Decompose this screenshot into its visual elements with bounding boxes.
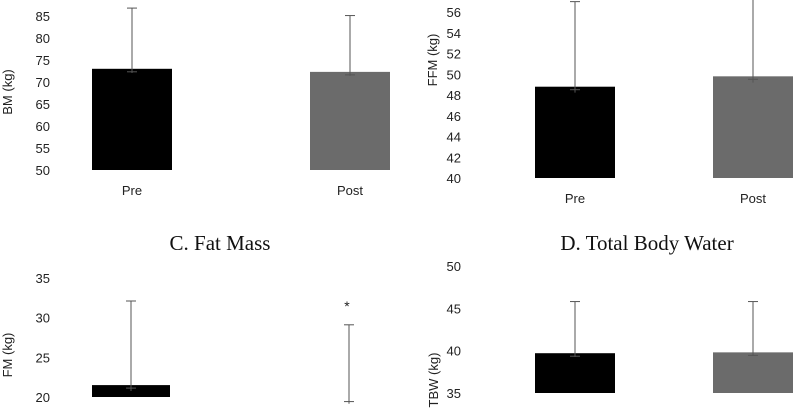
x-tick-label: Pre xyxy=(122,183,142,198)
bar-pre xyxy=(92,385,170,397)
y-tick-label: 80 xyxy=(36,31,50,46)
y-tick-label: 44 xyxy=(447,130,461,145)
y-tick-label: 50 xyxy=(36,163,50,178)
y-tick-label: 20 xyxy=(36,390,50,405)
y-tick-label: 50 xyxy=(447,259,461,274)
chart-panel-4: D. Total Body Water TBW (kg) 35 40 45 50 xyxy=(426,231,793,407)
y-tick-label: 85 xyxy=(36,9,50,24)
y-tick-label: 25 xyxy=(36,350,50,365)
chart-panel-1: BM (kg) 50 55 60 65 70 75 80 85 Pre Post xyxy=(0,7,390,198)
y-axis-label: FFM (kg) xyxy=(425,34,440,87)
x-tick-label: Pre xyxy=(565,191,585,206)
significance-marker: * xyxy=(344,298,350,314)
y-axis-label: FM (kg) xyxy=(0,333,15,378)
y-tick-label: 60 xyxy=(36,119,50,134)
y-tick-label: 55 xyxy=(36,141,50,156)
x-tick-label: Post xyxy=(740,191,766,206)
bar-post xyxy=(713,352,793,393)
bar-pre xyxy=(535,353,615,393)
y-tick-label: 45 xyxy=(447,301,461,316)
y-axis-label: BM (kg) xyxy=(0,69,15,115)
y-tick-label: 54 xyxy=(447,26,461,41)
y-tick-label: 40 xyxy=(447,344,461,359)
y-tick-label: 65 xyxy=(36,97,50,112)
y-tick-label: 42 xyxy=(447,150,461,165)
bar-pre xyxy=(535,86,615,178)
y-tick-label: 30 xyxy=(36,311,50,326)
chart-panel-2: FFM (kg) 40 42 44 46 48 50 52 54 56 Pre Post xyxy=(425,0,793,206)
y-tick-label: 46 xyxy=(447,109,461,124)
y-tick-label: 70 xyxy=(36,75,50,90)
bar-pre xyxy=(92,68,172,170)
y-tick-label: 35 xyxy=(447,386,461,401)
y-tick-label: 56 xyxy=(447,5,461,20)
bar-post xyxy=(713,76,793,178)
bar-post xyxy=(310,71,390,170)
x-tick-label: Post xyxy=(337,183,363,198)
y-tick-label: 50 xyxy=(447,67,461,82)
y-axis-label: TBW (kg) xyxy=(426,353,441,408)
chart-title: C. Fat Mass xyxy=(170,231,271,255)
y-tick-label: 75 xyxy=(36,53,50,68)
y-tick-label: 35 xyxy=(36,271,50,286)
y-tick-label: 52 xyxy=(447,47,461,62)
y-tick-label: 48 xyxy=(447,88,461,103)
y-tick-label: 40 xyxy=(447,171,461,186)
chart-title: D. Total Body Water xyxy=(560,231,733,255)
chart-panel-3: C. Fat Mass FM (kg) 20 25 30 35 * xyxy=(0,231,354,405)
